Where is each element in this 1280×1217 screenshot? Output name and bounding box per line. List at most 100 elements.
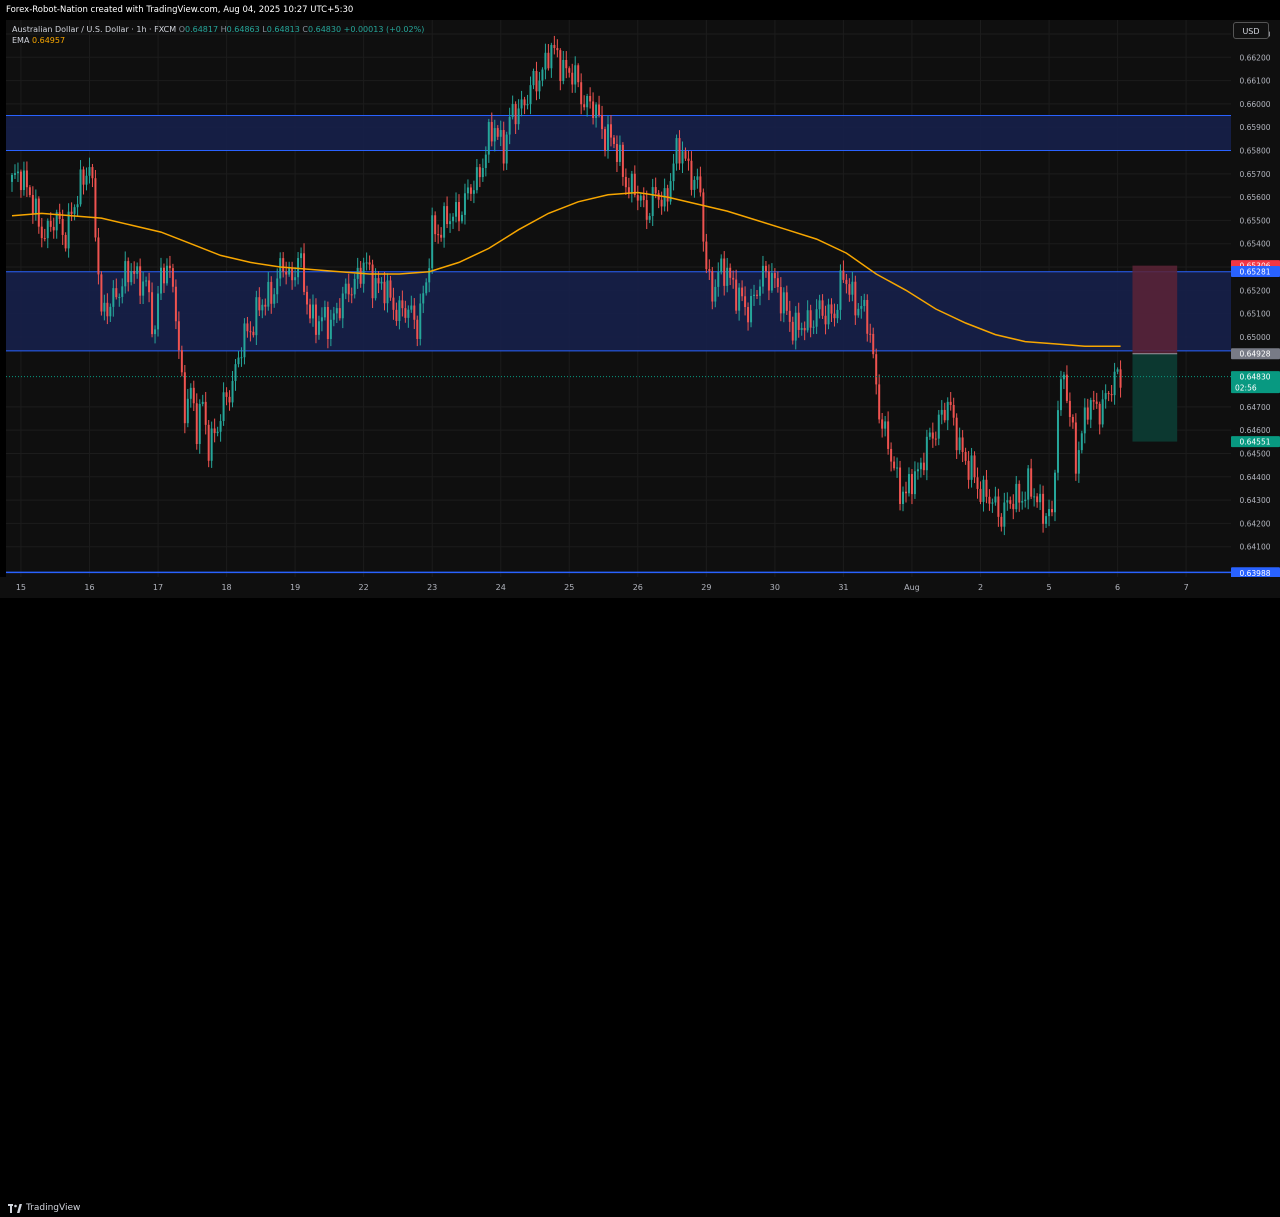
candle-body <box>25 170 28 188</box>
candle-body <box>1062 374 1065 380</box>
candle-body <box>267 281 270 307</box>
candle-body <box>854 281 857 316</box>
candle-body <box>887 421 890 449</box>
candle-body <box>19 171 22 191</box>
time-tick-label: 16 <box>84 583 94 592</box>
price-tick-label: 0.66100 <box>1239 77 1270 86</box>
candle-body <box>180 350 183 373</box>
candle-body <box>407 309 410 318</box>
candle-body <box>73 207 76 214</box>
candle-body <box>934 438 937 440</box>
time-axis[interactable]: 15 16 17 18 19 22 23 24 25 26 29 30 31 Aug 2 5 6 7 <box>0 577 1280 598</box>
candle-body <box>88 167 91 176</box>
candle-body <box>1098 403 1101 425</box>
candle-body <box>58 212 61 219</box>
candle-body <box>735 279 738 311</box>
price-axis[interactable]: 0.663000.662000.661000.660000.659000.658… <box>1231 20 1280 579</box>
candle-body <box>803 327 806 331</box>
candle-body <box>532 70 535 86</box>
candle-body <box>955 417 958 451</box>
candle-body <box>46 220 49 239</box>
candle-body <box>851 281 854 295</box>
candle-body <box>812 326 815 328</box>
candle-body <box>592 101 595 118</box>
candle-body <box>595 104 598 118</box>
entry-price-label: 0.64928 <box>1239 350 1270 359</box>
price-tick-label: 0.66200 <box>1239 53 1270 62</box>
price-tick-label: 0.65800 <box>1239 147 1270 156</box>
candle-body <box>556 48 559 51</box>
price-tick-label: 0.65100 <box>1239 310 1270 319</box>
candle-body <box>177 321 180 351</box>
candle-body <box>431 215 434 269</box>
candle-body <box>371 264 374 299</box>
candle-body <box>279 258 282 279</box>
price-tick-label: 0.64500 <box>1239 449 1270 458</box>
ema-line <box>11 191 1121 348</box>
candle-body <box>601 115 604 130</box>
candle-body <box>252 331 255 336</box>
position-tool[interactable] <box>1132 265 1178 442</box>
candle-body <box>884 421 887 429</box>
candle-body <box>52 226 55 231</box>
time-tick-label: 5 <box>1046 583 1051 592</box>
candle-body <box>419 303 422 339</box>
symbol-title[interactable]: Australian Dollar / U.S. Dollar · 1h · F… <box>12 25 177 34</box>
price-tick-label: 0.66000 <box>1239 100 1270 109</box>
tradingview-logo[interactable]: TradingView <box>8 1199 80 1217</box>
candle-body <box>1030 468 1033 497</box>
candle-body <box>1071 416 1074 423</box>
candle-body <box>848 284 851 295</box>
price-tick-label: 0.65000 <box>1239 333 1270 342</box>
candle-body <box>198 403 201 445</box>
open-label: O <box>178 25 185 34</box>
candle-body <box>314 304 317 335</box>
candle-body <box>952 405 955 418</box>
candle-body <box>261 304 264 311</box>
candle-body <box>741 287 744 297</box>
candle-body <box>559 50 562 81</box>
candle-body <box>440 234 443 238</box>
candle-body <box>979 488 982 502</box>
candle-body <box>860 306 863 309</box>
zones-layer <box>6 115 1231 574</box>
support-price-label: 0.63988 <box>1239 569 1270 577</box>
candle-body <box>866 299 869 334</box>
candle-body <box>907 474 910 494</box>
candle-body <box>818 300 821 310</box>
candle-body <box>1110 394 1113 396</box>
ema-label[interactable]: EMA <box>12 36 30 45</box>
chart-pane[interactable] <box>6 20 1231 577</box>
currency-button[interactable]: USD <box>1233 22 1269 39</box>
candle-body <box>717 272 720 287</box>
low-value: 0.64813 <box>266 25 300 34</box>
candle-body <box>881 419 884 429</box>
candle-body <box>499 130 502 137</box>
candle-body <box>157 293 160 330</box>
candle-body <box>627 187 630 193</box>
candle-body <box>377 278 380 284</box>
candle-body <box>207 424 210 461</box>
open-value: 0.64817 <box>184 25 219 34</box>
price-chart[interactable] <box>6 20 1231 577</box>
candle-body <box>720 258 723 273</box>
candle-body <box>708 269 711 272</box>
candle-body <box>201 401 204 404</box>
high-label: H <box>220 25 227 34</box>
candle-body <box>794 312 797 341</box>
candle-body <box>195 403 198 445</box>
candle-body <box>13 173 16 175</box>
candle-body <box>291 267 294 281</box>
candle-body <box>502 130 505 164</box>
candle-body <box>443 206 446 238</box>
price-tick-label: 0.64700 <box>1239 403 1270 412</box>
candle-body <box>511 104 514 118</box>
candle-body <box>154 329 157 335</box>
candle-body <box>598 104 601 116</box>
price-tick-label: 0.65600 <box>1239 193 1270 202</box>
price-tick-label: 0.65400 <box>1239 240 1270 249</box>
candle-body <box>386 280 389 304</box>
candle-body <box>285 271 288 275</box>
candle-body <box>744 296 747 308</box>
candle-body <box>636 195 639 201</box>
